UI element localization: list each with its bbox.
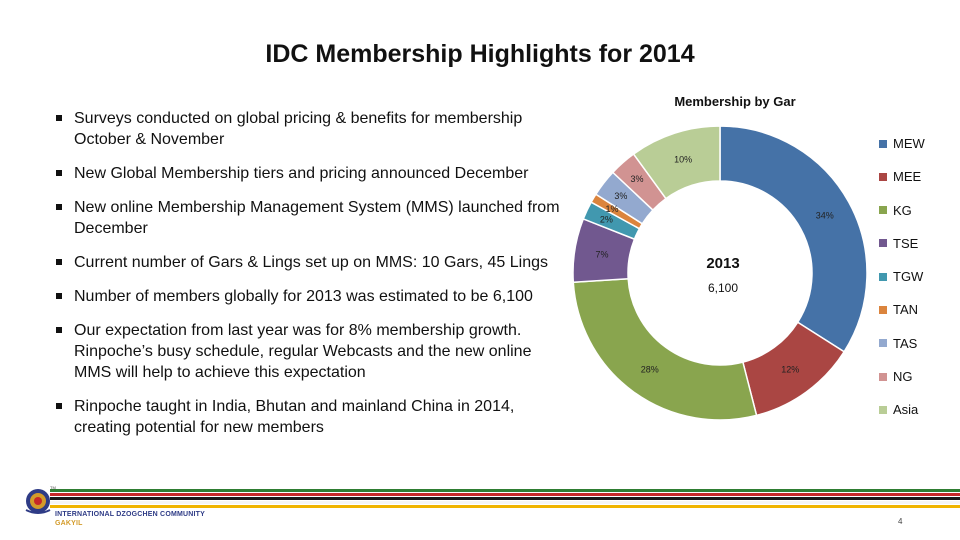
slice-asia [632,125,721,200]
legend-item-kg: KG [879,201,925,234]
slide-title: IDC Membership Highlights for 2014 [265,40,695,68]
footer-stripe [50,505,960,508]
donut-slices [572,125,868,421]
data-label-tgw: 2% [600,215,613,225]
legend-swatch [879,272,887,281]
legend-item-ng: NG [879,367,925,400]
data-label-tan: 1% [605,204,618,214]
data-label-mew: 34% [816,210,834,220]
svg-text:TM: TM [50,485,56,490]
legend-label: Asia [893,402,919,418]
data-label-mee: 12% [781,365,799,375]
legend-label: TSE [893,235,919,251]
slice-kg [572,277,758,421]
footer-stripe [50,501,960,504]
legend-item-tse: TSE [879,234,925,267]
legend-item-asia: Asia [879,400,925,433]
org-name: INTERNATIONAL DZOGCHEN COMMUNITY [55,511,206,518]
legend-item-tgw: TGW [879,267,925,300]
data-label-tse: 7% [595,249,608,259]
slice-mew [719,125,868,353]
donut-center-value: 6,100 [708,281,738,295]
highlights-list: Surveys conducted on global pricing & be… [55,108,570,451]
legend-label: TAN [893,302,919,318]
legend-label: KG [893,202,912,218]
legend-label: MEW [893,136,925,151]
org-sub: GAKYIL [55,520,83,527]
chart-title: Membership by Gar [674,94,796,109]
bullet-item: Surveys conducted on global pricing & be… [55,108,570,150]
bullet-item: New online Membership Management System … [55,197,570,239]
legend-label: MEE [893,169,922,185]
legend-swatch [879,206,887,215]
legend-swatch [879,172,887,181]
bullet-item: Our expectation from last year was for 8… [55,320,570,383]
legend-label: NG [893,369,913,385]
chart-legend: MEW MEE KG TSE TGW TAN TAS NG Asia [879,134,925,434]
idc-logo: TM [25,485,56,514]
bullet-item: Number of members globally for 2013 was … [55,286,570,307]
bullet-item: Current number of Gars & Lings set up on… [55,252,570,273]
legend-label: TGW [893,269,924,285]
bullet-item: Rinpoche taught in India, Bhutan and mai… [55,396,570,438]
footer-stripes [50,489,960,508]
organization-name: INTERNATIONAL DZOGCHEN COMMUNITY GAKYIL [55,511,205,527]
legend-swatch [879,239,887,248]
membership-donut-chart: 34% 12% 28% 7% 2%1% 3%3% 10% 2013 6,100 [572,125,868,421]
footer-stripe [50,493,960,496]
legend-item-tan: TAN [879,300,925,333]
donut-data-labels: 34% 12% 28% 7% 2%1% 3%3% 10% [595,154,833,374]
page-number: 4 [898,517,903,526]
data-label-asia: 10% [674,154,692,164]
legend-swatch [879,372,887,381]
bullet-item: New Global Membership tiers and pricing … [55,163,570,184]
legend-item-tas: TAS [879,334,925,367]
legend-swatch [879,306,887,315]
legend-swatch [879,405,887,414]
legend-item-mee: MEE [879,167,925,200]
legend-item-mew: MEW [879,134,925,167]
legend-swatch [879,339,887,348]
donut-center-year: 2013 [706,255,739,272]
data-label-kg: 28% [641,365,659,375]
footer-stripe [50,497,960,500]
legend-swatch [879,139,887,148]
data-label-ng: 3% [630,174,643,184]
legend-label: TAS [893,335,918,351]
footer-stripe [50,489,960,492]
data-label-tas: 3% [614,191,627,201]
